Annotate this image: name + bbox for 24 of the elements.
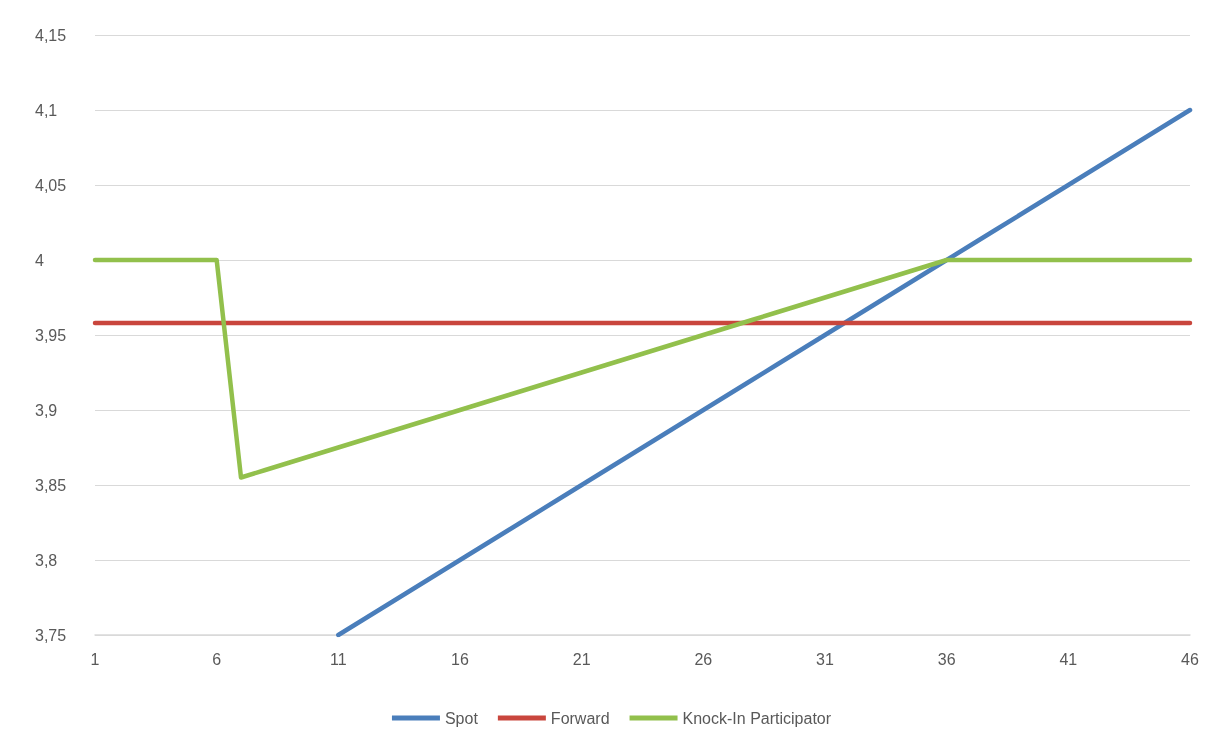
x-tick-label: 1: [90, 650, 100, 668]
line-series: [336, 107, 1193, 638]
y-tick-label: 3,75: [35, 626, 67, 644]
y-tick-label: 3,9: [35, 401, 58, 419]
legend-label: Spot: [444, 709, 479, 727]
x-tick-label: 6: [212, 650, 222, 668]
y-tick-label: 3,85: [35, 476, 67, 494]
y-tick-label: 3,95: [35, 326, 67, 344]
legend-label: Forward: [550, 709, 610, 727]
y-tick-label: 4,15: [35, 26, 67, 44]
y-tick-label: 4: [35, 251, 44, 269]
x-tick-label: 16: [451, 650, 469, 668]
x-tick-label: 46: [1181, 650, 1199, 668]
y-tick-label: 4,05: [35, 176, 67, 194]
legend-label: Knock-In Participator: [682, 709, 832, 727]
y-tick-label: 3,8: [35, 551, 58, 569]
x-tick-label: 41: [1059, 650, 1078, 668]
y-tick-label: 4,1: [35, 101, 58, 119]
x-tick-label: 21: [572, 650, 591, 668]
x-tick-label: 31: [816, 650, 834, 668]
x-tick-label: 36: [937, 650, 956, 668]
x-tick-label: 26: [694, 650, 713, 668]
x-tick-label: 11: [330, 650, 347, 668]
line-series: [92, 257, 1193, 480]
